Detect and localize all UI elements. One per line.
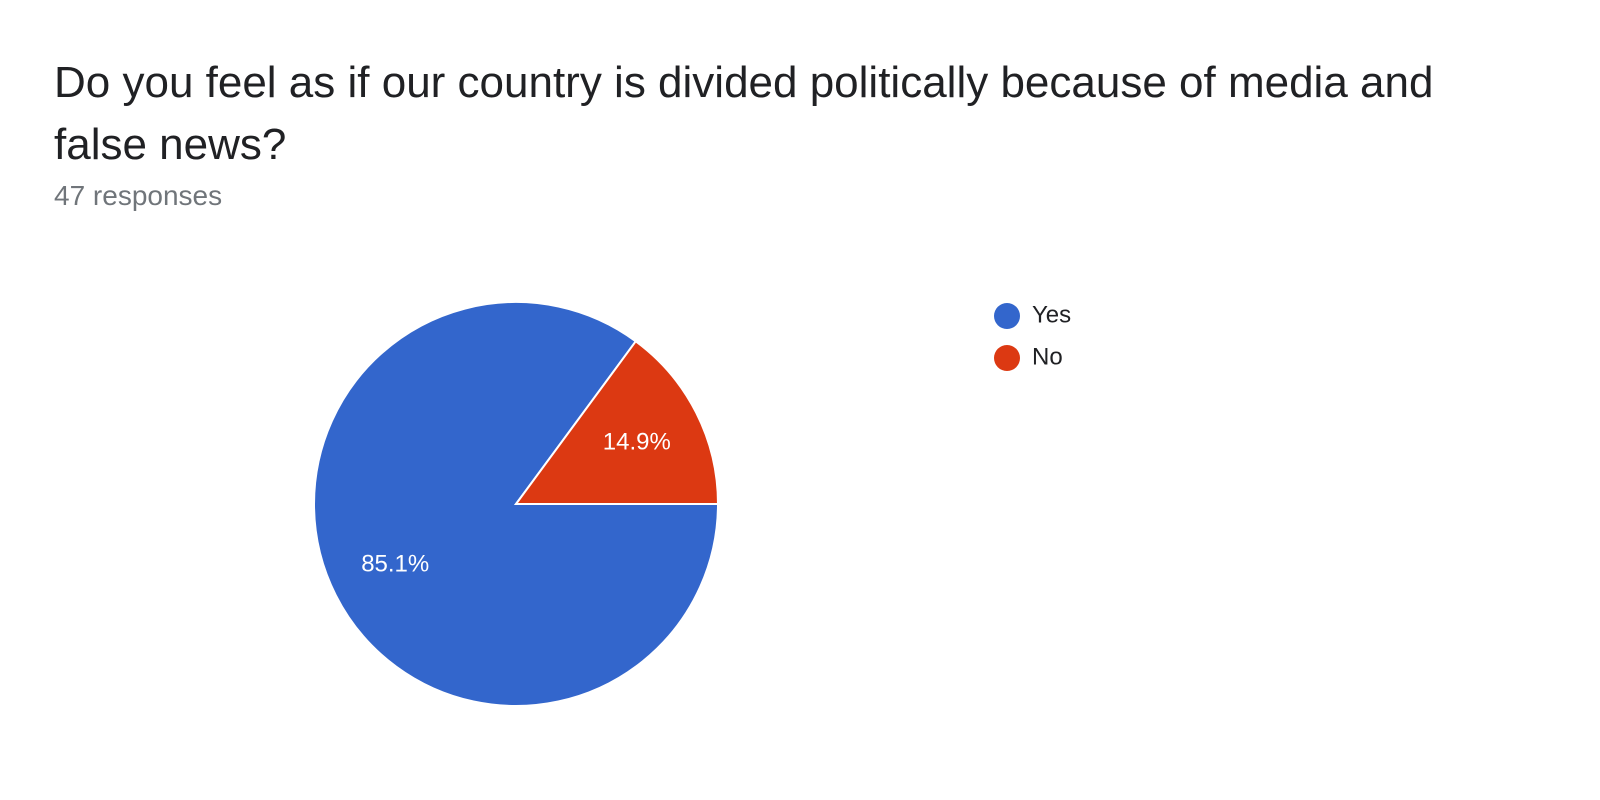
chart-title: Do you feel as if our country is divided… (54, 58, 1434, 169)
pie-slice (514, 339, 720, 505)
legend-marker (994, 345, 1020, 371)
chart-subtitle: 47 responses (54, 180, 223, 211)
slice-label: 85.1% (361, 550, 429, 577)
legend-marker (994, 303, 1020, 329)
slice-label: 14.9% (603, 428, 671, 455)
legend-label: No (1032, 343, 1063, 370)
legend-label: Yes (1032, 301, 1071, 328)
